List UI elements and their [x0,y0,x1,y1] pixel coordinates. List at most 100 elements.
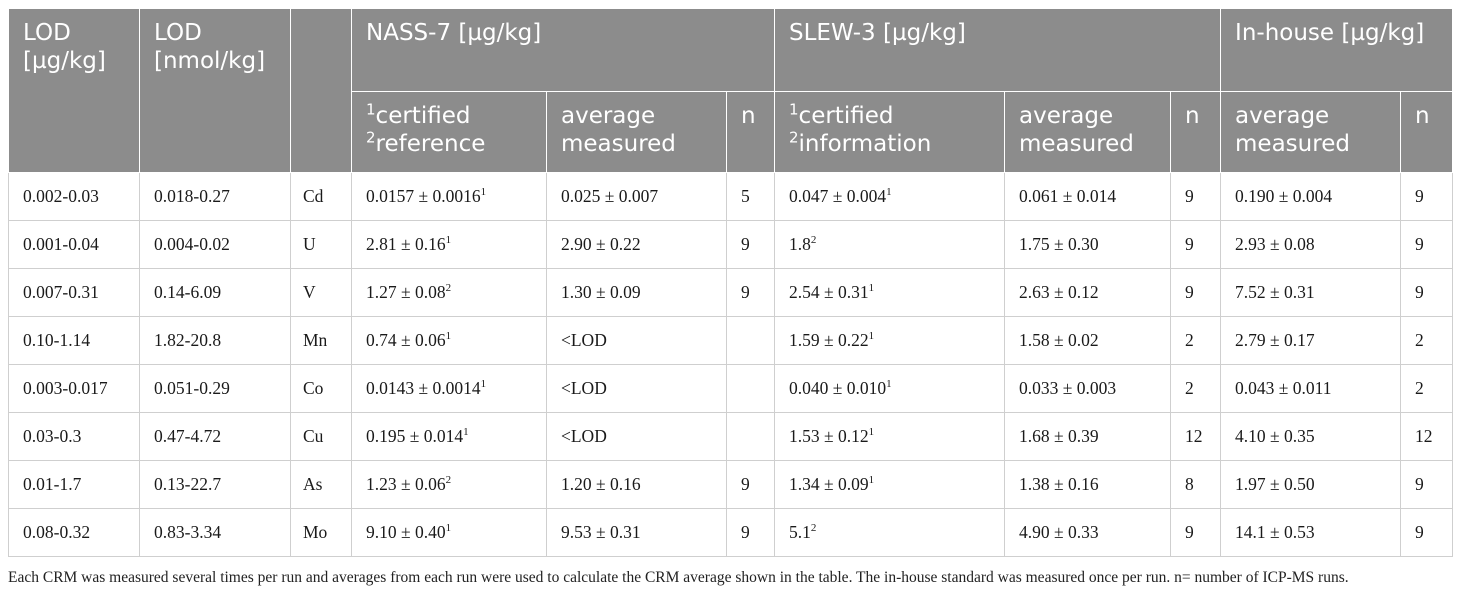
cell-element: Cu [290,412,352,461]
cell-element: Co [290,364,352,413]
table-container: LOD [µg/kg] LOD [nmol/kg] NASS-7 [µg/kg]… [8,8,1454,589]
cell-lod-nmol: 0.47-4.72 [139,412,291,461]
cell-lod-ug: 0.03-0.3 [8,412,140,461]
cell-inhouse-n: 9 [1400,220,1454,269]
table-row: 0.007-0.31 0.14-6.09 V 1.27 ± 0.082 1.30 ± 0… [8,268,1454,317]
cell-nass-n: 9 [726,508,775,557]
cell-lod-nmol: 1.82-20.8 [139,316,291,365]
cell-inhouse-n: 12 [1400,412,1454,461]
cell-nass-average: <LOD [546,412,727,461]
cell-lod-nmol: 0.13-22.7 [139,460,291,509]
cell-slew-certified: 1.34 ± 0.091 [774,460,1005,509]
cell-slew-n: 9 [1169,172,1222,221]
table-row: 0.03-0.3 0.47-4.72 Cu 0.195 ± 0.0141 <LOD 1.5… [8,412,1454,461]
cell-lod-nmol: 0.004-0.02 [139,220,291,269]
cell-nass-n: 9 [726,460,775,509]
cell-element: As [290,460,352,509]
cell-lod-ug: 0.007-0.31 [8,268,140,317]
cell-lod-nmol: 0.83-3.34 [139,508,291,557]
header-inhouse-average: average measured [1220,91,1402,173]
table-body: 0.002-0.03 0.018-0.27 Cd 0.0157 ± 0.00161 0.… [8,172,1454,557]
table-row: 0.001-0.04 0.004-0.02 U 2.81 ± 0.161 2.90 ± … [8,220,1454,269]
cell-inhouse-average: 2.93 ± 0.08 [1220,220,1402,269]
cell-inhouse-n: 2 [1400,364,1454,413]
header-slew-average: average measured [1004,91,1171,173]
cell-nass-average: 1.20 ± 0.16 [546,460,727,509]
header-slew-3: SLEW-3 [µg/kg] [773,8,1222,92]
cell-nass-average: <LOD [546,364,727,413]
cell-inhouse-average: 2.79 ± 0.17 [1220,316,1402,365]
cell-lod-ug: 0.08-0.32 [8,508,140,557]
cell-nass-certified: 2.81 ± 0.161 [351,220,547,269]
header-in-house: In-house [µg/kg] [1220,8,1454,92]
cell-slew-average: 1.75 ± 0.30 [1004,220,1171,269]
cell-nass-n [726,412,775,461]
cell-nass-certified: 0.195 ± 0.0141 [351,412,547,461]
cell-inhouse-average: 0.043 ± 0.011 [1220,364,1402,413]
cell-slew-n: 9 [1169,220,1222,269]
table-row: 0.08-0.32 0.83-3.34 Mo 9.10 ± 0.401 9.53 ± 0… [8,508,1454,557]
cell-inhouse-n: 9 [1400,460,1454,509]
header-lod-nmol: LOD [nmol/kg] [139,8,291,173]
cell-nass-average: 2.90 ± 0.22 [546,220,727,269]
table-row: 0.002-0.03 0.018-0.27 Cd 0.0157 ± 0.00161 0.… [8,172,1454,221]
cell-slew-average: 2.63 ± 0.12 [1004,268,1171,317]
cell-element: U [290,220,352,269]
header-slew-certified: 1certified 2information [774,91,1005,173]
cell-nass-average: 0.025 ± 0.007 [546,172,727,221]
cell-nass-certified: 1.27 ± 0.082 [351,268,547,317]
cell-lod-nmol: 0.051-0.29 [139,364,291,413]
cell-nass-certified: 9.10 ± 0.401 [351,508,547,557]
cell-nass-certified: 0.74 ± 0.061 [351,316,547,365]
cell-nass-certified: 0.0143 ± 0.00141 [351,364,547,413]
cell-slew-average: 0.033 ± 0.003 [1004,364,1171,413]
cell-element: Cd [290,172,352,221]
cell-inhouse-n: 2 [1400,316,1454,365]
cell-nass-average: <LOD [546,316,727,365]
cell-slew-n: 12 [1169,412,1222,461]
cell-slew-average: 1.38 ± 0.16 [1004,460,1171,509]
cell-element: Mn [290,316,352,365]
cell-nass-n [726,316,775,365]
cell-inhouse-average: 7.52 ± 0.31 [1220,268,1402,317]
cell-lod-nmol: 0.14-6.09 [139,268,291,317]
cell-nass-certified: 1.23 ± 0.062 [351,460,547,509]
header-inhouse-n: n [1400,91,1454,173]
cell-slew-certified: 2.54 ± 0.311 [774,268,1005,317]
cell-slew-certified: 0.047 ± 0.0041 [774,172,1005,221]
cell-slew-certified: 1.53 ± 0.121 [774,412,1005,461]
cell-slew-certified: 0.040 ± 0.0101 [774,364,1005,413]
cell-nass-n: 5 [726,172,775,221]
cell-element: V [290,268,352,317]
cell-slew-average: 4.90 ± 0.33 [1004,508,1171,557]
cell-inhouse-n: 9 [1400,268,1454,317]
cell-lod-ug: 0.001-0.04 [8,220,140,269]
cell-inhouse-average: 0.190 ± 0.004 [1220,172,1402,221]
cell-nass-certified: 0.0157 ± 0.00161 [351,172,547,221]
cell-slew-certified: 5.12 [774,508,1005,557]
cell-slew-n: 9 [1169,508,1222,557]
cell-lod-nmol: 0.018-0.27 [139,172,291,221]
cell-slew-n: 9 [1169,268,1222,317]
cell-lod-ug: 0.002-0.03 [8,172,140,221]
cell-slew-average: 1.58 ± 0.02 [1004,316,1171,365]
crm-results-table: LOD [µg/kg] LOD [nmol/kg] NASS-7 [µg/kg]… [8,8,1454,557]
table-footnote: Each CRM was measured several times per … [8,569,1349,586]
cell-inhouse-n: 9 [1400,508,1454,557]
table-row: 0.01-1.7 0.13-22.7 As 1.23 ± 0.062 1.20 ± 0.… [8,460,1454,509]
header-nass-7: NASS-7 [µg/kg] [351,8,775,92]
cell-lod-ug: 0.01-1.7 [8,460,140,509]
header-nass-certified: 1certified 2reference [351,91,547,173]
cell-slew-n: 2 [1169,316,1222,365]
header-element [290,8,352,173]
cell-slew-average: 0.061 ± 0.014 [1004,172,1171,221]
cell-slew-certified: 1.82 [774,220,1005,269]
cell-lod-ug: 0.10-1.14 [8,316,140,365]
header-nass-average: average measured [546,91,727,173]
cell-nass-average: 1.30 ± 0.09 [546,268,727,317]
cell-nass-n: 9 [726,268,775,317]
cell-slew-average: 1.68 ± 0.39 [1004,412,1171,461]
cell-inhouse-average: 14.1 ± 0.53 [1220,508,1402,557]
header-slew-n: n [1169,91,1222,173]
header-nass-n: n [726,91,775,173]
